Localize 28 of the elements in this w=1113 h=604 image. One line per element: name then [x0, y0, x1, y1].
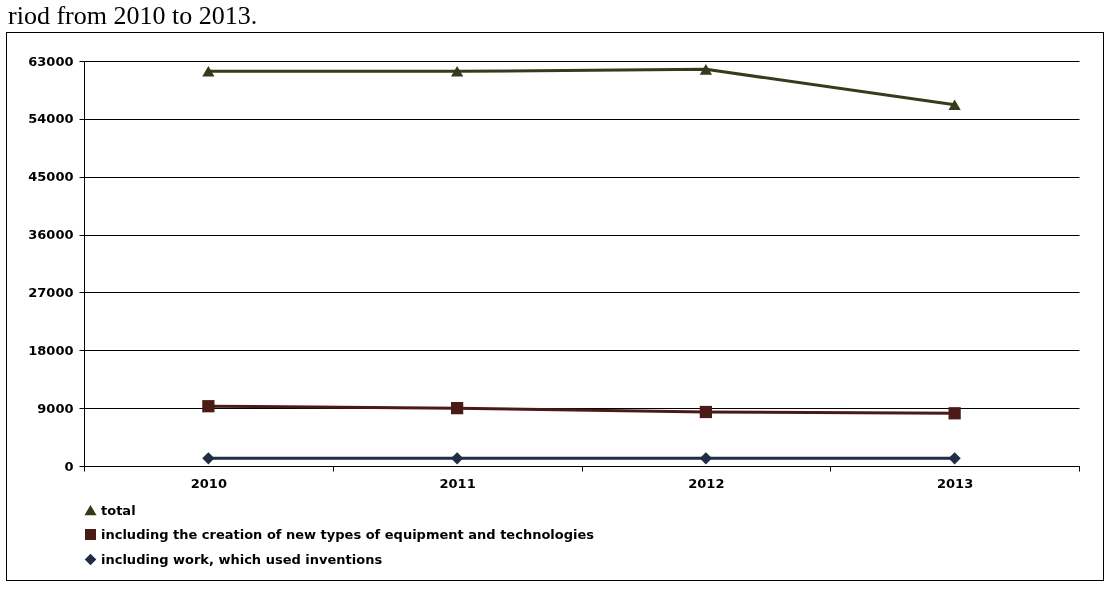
y-tick-label: 18000: [28, 342, 74, 358]
point: [948, 452, 961, 465]
x-tick-label: 2010: [190, 475, 227, 491]
legend-label: total: [101, 502, 136, 518]
x-tick-label: 2011: [439, 475, 476, 491]
y-tick-label: 36000: [28, 227, 74, 243]
point: [451, 452, 464, 465]
y-tick-label: 63000: [28, 53, 74, 69]
y-tick-label: 54000: [28, 111, 74, 127]
point: [451, 402, 464, 415]
point: [451, 65, 464, 77]
legend-label: including work, which used inventions: [101, 551, 383, 567]
y-tick-label: 45000: [28, 169, 74, 185]
y-tick-label: 27000: [28, 284, 74, 300]
point: [202, 452, 215, 465]
y-tick-label: 9000: [37, 400, 74, 416]
point: [948, 407, 961, 420]
point: [699, 64, 712, 75]
point: [202, 65, 215, 77]
legend-label: including the creation of new types of equipment and technologies: [101, 526, 595, 542]
point: [699, 452, 712, 465]
point: [699, 405, 712, 419]
point: [948, 99, 961, 111]
y-tick-label: 0: [64, 458, 74, 474]
x-tick-label: 2012: [688, 475, 725, 491]
x-tick-label: 2013: [937, 475, 974, 491]
point: [202, 400, 215, 413]
chart-title: riod from 2010 to 2013.: [8, 0, 259, 32]
